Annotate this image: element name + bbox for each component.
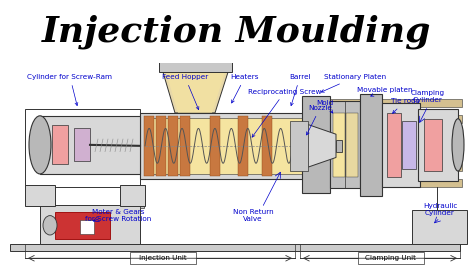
Ellipse shape — [43, 216, 57, 235]
Text: Injection Moulding: Injection Moulding — [42, 14, 432, 48]
Text: Feed Hopper: Feed Hopper — [162, 74, 208, 110]
Bar — [358, 252, 424, 264]
Bar — [238, 116, 248, 176]
Bar — [156, 116, 166, 176]
Bar — [159, 61, 232, 72]
Bar — [302, 96, 330, 193]
Bar — [25, 109, 140, 186]
Text: Moter & Gears
for Screw Rotation: Moter & Gears for Screw Rotation — [85, 209, 151, 222]
Bar — [302, 115, 462, 123]
Text: Cylinder for Screw-Ram: Cylinder for Screw-Ram — [27, 74, 112, 106]
Bar — [302, 179, 462, 186]
Bar — [290, 121, 308, 171]
Bar — [418, 109, 458, 181]
Bar — [180, 116, 190, 176]
Bar — [336, 140, 342, 152]
Bar — [40, 116, 140, 174]
Bar — [387, 113, 401, 177]
Text: Barrel: Barrel — [289, 74, 311, 106]
Bar — [346, 113, 358, 177]
Bar — [74, 128, 90, 161]
Polygon shape — [163, 72, 228, 113]
Bar — [302, 99, 462, 107]
Text: Stationary Platen: Stationary Platen — [321, 74, 386, 92]
Text: Clamping Unit: Clamping Unit — [365, 255, 417, 261]
Bar — [330, 101, 360, 189]
Bar — [412, 210, 467, 244]
Bar — [333, 113, 345, 177]
Polygon shape — [308, 124, 336, 167]
Text: Nozzle: Nozzle — [307, 105, 332, 135]
Bar — [360, 94, 382, 196]
Bar — [80, 221, 94, 234]
Text: Non Return
Valve: Non Return Valve — [233, 209, 273, 222]
Text: Movable platen: Movable platen — [357, 87, 413, 96]
Bar — [52, 126, 68, 164]
Ellipse shape — [29, 116, 51, 174]
Bar — [168, 116, 178, 176]
Ellipse shape — [452, 119, 464, 171]
Bar — [130, 252, 196, 264]
Text: Injection Unit: Injection Unit — [139, 255, 187, 261]
Bar — [382, 103, 420, 186]
Text: Clamping
Cylinder: Clamping Cylinder — [411, 90, 445, 103]
Bar — [10, 244, 460, 251]
Bar — [144, 118, 304, 174]
Bar — [25, 185, 55, 206]
Bar — [40, 205, 140, 244]
Text: Hydraulic
Cylinder: Hydraulic Cylinder — [423, 203, 457, 216]
Bar — [144, 116, 154, 176]
Text: Tie rods: Tie rods — [391, 98, 419, 113]
Bar — [140, 113, 308, 179]
Bar — [140, 186, 144, 208]
Text: Heaters: Heaters — [231, 74, 259, 103]
Text: Mold: Mold — [316, 100, 334, 113]
Bar — [210, 116, 220, 176]
Bar — [55, 212, 110, 239]
Bar — [302, 163, 462, 171]
Bar — [402, 121, 416, 169]
Text: Reciprocating Screw: Reciprocating Screw — [248, 89, 322, 137]
Bar — [424, 119, 442, 171]
Bar — [262, 116, 272, 176]
Bar — [120, 185, 145, 206]
Polygon shape — [166, 72, 225, 113]
